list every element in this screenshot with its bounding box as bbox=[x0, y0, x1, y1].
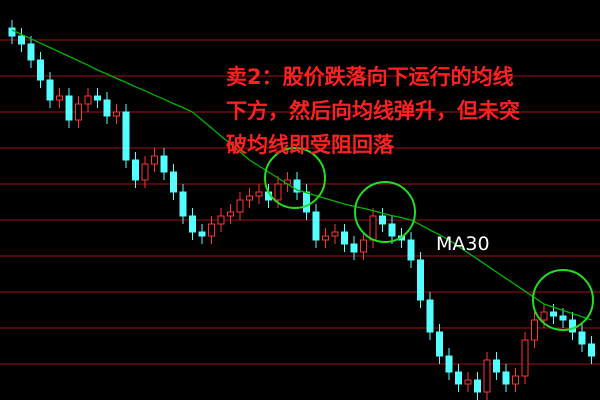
candle-body bbox=[521, 339, 529, 377]
candles bbox=[8, 20, 595, 400]
candle-body bbox=[350, 243, 358, 253]
candle-body bbox=[483, 359, 491, 393]
highlight-circle bbox=[354, 181, 416, 243]
candle-body bbox=[493, 359, 500, 373]
candle-body bbox=[426, 299, 434, 333]
candle-body bbox=[94, 95, 101, 101]
candle-body bbox=[217, 215, 225, 225]
candle-body bbox=[588, 343, 595, 357]
candle-body bbox=[379, 215, 386, 225]
ma-line bbox=[11, 29, 592, 321]
lines bbox=[11, 29, 592, 321]
candle-body bbox=[37, 59, 44, 81]
candle-body bbox=[464, 379, 472, 385]
candle-body bbox=[208, 223, 215, 237]
candle-body bbox=[578, 331, 586, 345]
candle-body bbox=[502, 371, 510, 385]
candle-body bbox=[160, 155, 168, 173]
annotation-line: 卖2：股价跌落向下运行的均线 bbox=[226, 65, 514, 89]
candle-body bbox=[141, 163, 149, 181]
candle-body bbox=[303, 191, 310, 213]
candle-body bbox=[84, 95, 92, 105]
candle-body bbox=[331, 231, 339, 237]
candle-body bbox=[407, 239, 415, 261]
candle-body bbox=[46, 79, 54, 101]
candle-body bbox=[132, 159, 139, 181]
candle-body bbox=[569, 319, 576, 333]
candle-body bbox=[151, 155, 158, 165]
candle-body bbox=[246, 195, 253, 201]
candle-body bbox=[274, 183, 282, 201]
candle-body bbox=[75, 103, 82, 121]
candle-body bbox=[531, 319, 538, 341]
candle-body bbox=[550, 311, 557, 317]
candle-body bbox=[388, 223, 396, 237]
candle-body bbox=[341, 231, 348, 245]
candle-body bbox=[559, 315, 567, 321]
candle-body bbox=[236, 199, 244, 213]
candle-body bbox=[436, 331, 443, 357]
candle-body bbox=[322, 235, 329, 241]
candle-body bbox=[455, 371, 462, 385]
annotation-line: 下方，然后向均线弹升，但未突 bbox=[226, 99, 520, 123]
candle-body bbox=[198, 231, 206, 237]
candle-body bbox=[8, 27, 16, 37]
candle-body bbox=[255, 191, 263, 197]
candle-body bbox=[179, 191, 187, 217]
candle-body bbox=[540, 311, 548, 321]
candle-body bbox=[312, 211, 320, 241]
candle-body bbox=[122, 111, 130, 161]
candle-body bbox=[474, 379, 481, 393]
candle-body bbox=[512, 375, 519, 385]
candle-body bbox=[189, 215, 196, 233]
candle-body bbox=[417, 259, 424, 301]
legend-label: MA30 bbox=[436, 233, 490, 255]
candle-body bbox=[369, 215, 377, 241]
candle-body bbox=[113, 111, 120, 117]
candle-body bbox=[227, 211, 234, 217]
candle-body bbox=[18, 35, 25, 45]
candle-body bbox=[445, 355, 453, 373]
candle-body bbox=[293, 179, 301, 193]
highlight-circle bbox=[264, 147, 326, 209]
candle-body bbox=[170, 171, 177, 193]
annotation-line: 破均线即受阻回落 bbox=[226, 133, 395, 157]
candle-body bbox=[103, 99, 111, 117]
highlight-circle bbox=[532, 269, 594, 331]
candle-body bbox=[56, 95, 63, 101]
candle-body bbox=[27, 43, 35, 61]
candle-body bbox=[360, 239, 367, 253]
candle-body bbox=[65, 95, 73, 121]
